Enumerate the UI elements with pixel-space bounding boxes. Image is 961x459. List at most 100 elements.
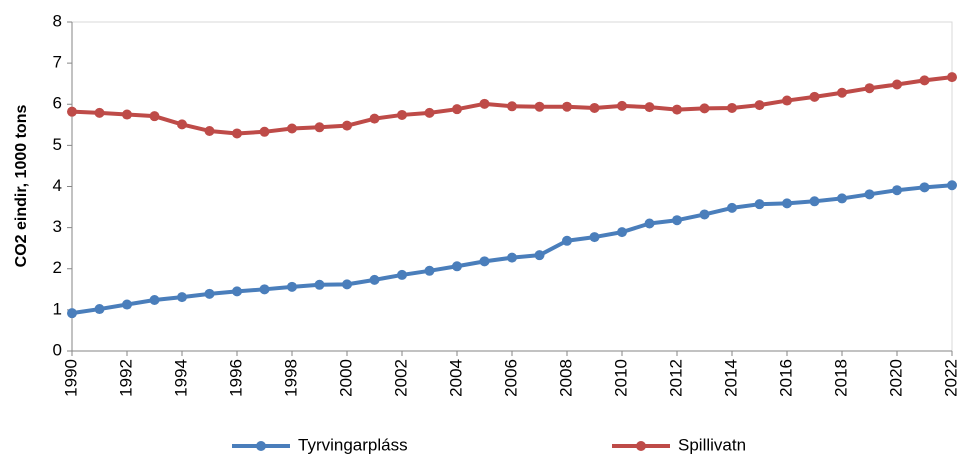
y-tick-label: 5 (53, 135, 62, 154)
data-point (919, 182, 930, 193)
x-tick-label: 2000 (336, 359, 355, 397)
data-point (342, 120, 352, 131)
data-point (947, 72, 957, 83)
x-tick-label: 2012 (666, 359, 685, 397)
data-point (809, 91, 820, 102)
data-point (424, 265, 435, 276)
y-tick-label: 1 (53, 299, 62, 318)
data-point (699, 209, 710, 220)
data-point (94, 107, 105, 118)
x-tick-label: 2022 (941, 359, 960, 397)
plot-area (71, 21, 953, 352)
data-point (892, 79, 902, 90)
data-point (259, 126, 270, 137)
data-point (864, 189, 875, 200)
x-tick-label: 2008 (556, 359, 575, 397)
data-point (727, 102, 737, 113)
data-point (617, 100, 627, 111)
data-point (947, 180, 957, 191)
y-tick-label: 2 (53, 258, 62, 277)
legend-marker (636, 441, 646, 451)
x-tick-label: 1990 (61, 359, 80, 397)
x-tick-label: 2014 (721, 359, 740, 397)
data-point (809, 196, 820, 207)
data-point (507, 101, 517, 112)
data-point (204, 288, 215, 299)
data-point (259, 284, 270, 295)
y-tick-label: 0 (53, 340, 62, 359)
data-point (314, 279, 325, 290)
x-tick-label: 1996 (226, 359, 245, 397)
data-point (782, 198, 792, 209)
data-point (452, 261, 462, 272)
data-point (699, 103, 710, 114)
data-point (754, 199, 765, 210)
data-point (672, 215, 682, 226)
data-point (892, 185, 902, 196)
x-tick-label: 1994 (171, 359, 190, 397)
data-point (452, 104, 462, 115)
legend-label: Tyrvingarpláss (298, 435, 408, 454)
series-line (71, 183, 953, 316)
data-point (67, 106, 77, 117)
data-point (644, 218, 655, 229)
data-point (479, 98, 490, 109)
data-point (672, 104, 682, 115)
data-point (397, 109, 407, 120)
data-point (149, 295, 160, 306)
y-tick-label: 6 (53, 94, 62, 113)
data-point (397, 269, 407, 280)
data-point (837, 87, 847, 98)
data-point (589, 232, 600, 243)
data-point (644, 102, 655, 113)
y-tick-label: 4 (53, 176, 62, 195)
data-point (369, 113, 380, 124)
data-point (342, 279, 352, 290)
data-point (479, 256, 490, 267)
data-point (837, 193, 847, 204)
data-point (562, 235, 572, 246)
data-point (204, 125, 215, 136)
data-point (369, 274, 380, 285)
data-point (287, 123, 297, 134)
data-point (754, 100, 765, 111)
x-tick-label: 2016 (776, 359, 795, 397)
legend-marker (256, 441, 266, 451)
data-point (617, 227, 627, 238)
data-point (122, 109, 132, 120)
x-tick-label: 2018 (831, 359, 850, 397)
y-axis-label: CO2 eindir, 1000 tons (13, 105, 30, 268)
data-point (727, 202, 737, 213)
data-point (177, 292, 187, 303)
data-point (287, 281, 297, 292)
data-point (589, 102, 600, 113)
data-point (782, 95, 792, 106)
data-point (507, 252, 517, 263)
data-point (232, 128, 242, 139)
data-point (67, 308, 77, 319)
y-tick-label: 8 (53, 11, 62, 30)
data-point (232, 286, 242, 297)
x-tick-label: 1998 (281, 359, 300, 397)
data-point (177, 119, 187, 130)
legend-label: Spillivatn (678, 435, 746, 454)
x-tick-label: 2002 (391, 359, 410, 397)
data-point (94, 304, 105, 315)
x-tick-label: 2004 (446, 359, 465, 397)
data-point (122, 299, 132, 310)
x-tick-label: 2006 (501, 359, 520, 397)
data-point (919, 75, 930, 86)
x-tick-label: 1992 (116, 359, 135, 397)
x-tick-label: 2010 (611, 359, 630, 397)
y-tick-label: 3 (53, 217, 62, 236)
x-tick-label: 2020 (886, 359, 905, 397)
data-point (864, 83, 875, 94)
data-point (314, 122, 325, 133)
data-point (562, 101, 572, 112)
data-point (149, 111, 160, 122)
data-point (534, 101, 545, 112)
data-point (534, 250, 545, 261)
data-point (424, 107, 435, 118)
y-tick-label: 7 (53, 53, 62, 72)
